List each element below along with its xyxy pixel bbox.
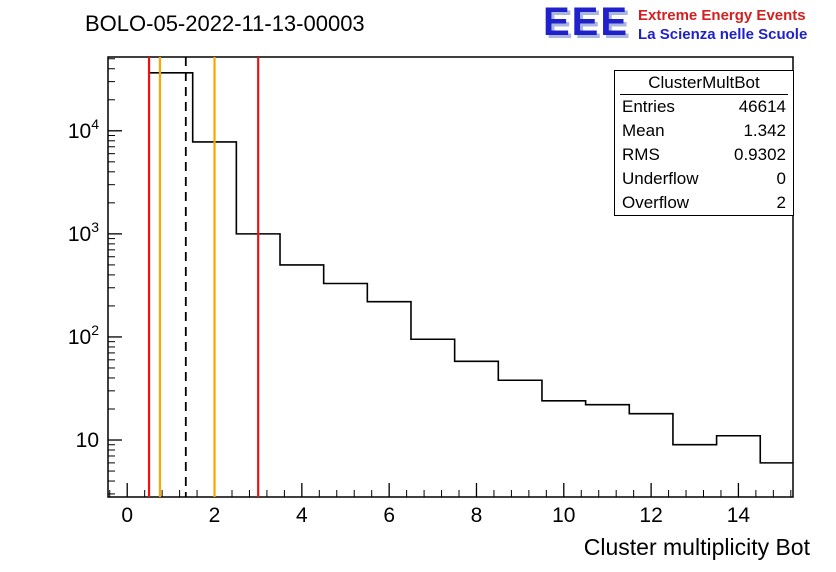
plot-title: BOLO-05-2022-11-13-00003 — [85, 11, 365, 36]
x-tick-label: 10 — [552, 504, 575, 527]
eee-logo-letters: EEE — [543, 0, 630, 44]
y-tick-label: 103 — [68, 219, 99, 246]
y-tick-label: 102 — [68, 322, 99, 349]
stat-label: Underflow — [622, 169, 699, 188]
stats-row: Overflow 2 — [615, 191, 793, 215]
stats-row: Entries 46614 — [615, 95, 793, 119]
plot-frame — [107, 56, 794, 498]
stat-label: RMS — [622, 145, 660, 164]
x-axis-label: Cluster multiplicity Bot — [583, 534, 810, 560]
eee-logo-line2: La Scienza nelle Scuole — [638, 26, 808, 43]
x-tick-label: 14 — [727, 504, 751, 527]
x-tick-label: 8 — [471, 504, 483, 527]
stats-row: Mean 1.342 — [615, 119, 793, 143]
stat-label: Mean — [622, 121, 665, 140]
stats-row: RMS 0.9302 — [615, 143, 793, 167]
y-tick-label: 10 — [76, 429, 99, 452]
y-tick-label: 104 — [68, 116, 99, 143]
stat-label: Entries — [622, 97, 675, 116]
stat-value: 0.9302 — [734, 145, 786, 164]
x-tick-label: 0 — [121, 504, 133, 527]
stats-box-title: ClusterMultBot — [620, 71, 788, 95]
stat-value: 46614 — [738, 97, 786, 116]
x-tick-label: 6 — [383, 504, 395, 527]
x-tick-label: 2 — [209, 504, 221, 527]
stat-label: Overflow — [622, 193, 690, 212]
stat-value: 2 — [776, 193, 786, 212]
stat-value: 1.342 — [743, 121, 786, 140]
x-tick-label: 4 — [296, 504, 308, 527]
eee-logo-text: Extreme Energy Events La Scienza nelle S… — [638, 3, 807, 44]
eee-logo-line1: Extreme Energy Events — [638, 7, 806, 24]
eee-logo: EEE Extreme Energy Events La Scienza nel… — [543, 0, 807, 44]
stats-row: Underflow 0 — [615, 167, 793, 191]
stats-box-rows: Entries 46614 Mean 1.342 RMS 0.9302 Underflow 0… — [615, 95, 793, 215]
stat-value: 0 — [776, 169, 786, 188]
histogram-line — [148, 72, 793, 497]
stats-box: ClusterMultBot Entries 46614 Mean 1.342 RMS 0… — [614, 70, 794, 216]
x-tick-label: 12 — [639, 504, 662, 527]
